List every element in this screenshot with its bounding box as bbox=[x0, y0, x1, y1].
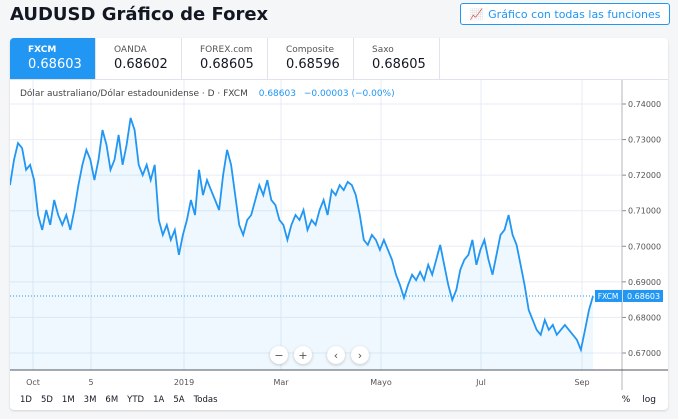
price-line bbox=[10, 117, 594, 353]
tab-value: 0.68605 bbox=[200, 57, 254, 72]
chart-icon: 📈 bbox=[469, 7, 484, 21]
price-change: −0.00003 (−0.00%) bbox=[303, 89, 395, 99]
last-value-label: 0.68603 bbox=[627, 292, 660, 301]
last-value-bg bbox=[623, 289, 663, 302]
tab-value: 0.68603 bbox=[28, 57, 82, 72]
range-todas[interactable]: Todas bbox=[193, 395, 218, 405]
x-tick-label: Mar bbox=[273, 378, 289, 387]
full-chart-label: Gráfico con todas las funciones bbox=[488, 7, 661, 21]
tab-saxo[interactable]: Saxo 0.68605 bbox=[354, 38, 440, 79]
x-tick-label: 2019 bbox=[174, 378, 194, 387]
last-label: FXCM bbox=[598, 292, 619, 301]
scroll-right-button[interactable]: › bbox=[351, 346, 369, 364]
tab-forex-com[interactable]: FOREX.com 0.68605 bbox=[182, 38, 268, 79]
range-1d[interactable]: 1D bbox=[20, 395, 32, 405]
tab-fxcm[interactable]: FXCM 0.68603 bbox=[10, 38, 96, 79]
x-tick-label: Sep bbox=[574, 378, 589, 387]
chart-legend: Dólar australiano/Dólar estadounidense ·… bbox=[20, 89, 395, 99]
log-scale-button[interactable]: log bbox=[642, 395, 656, 405]
zoom-in-button[interactable]: + bbox=[294, 346, 312, 364]
range-selector: 1D 5D 1M 3M 6M YTD 1A 5A Todas bbox=[20, 395, 218, 405]
x-tick-label: 5 bbox=[88, 378, 93, 387]
y-tick-label: 0.71000 bbox=[628, 207, 661, 216]
zoom-out-button[interactable]: − bbox=[270, 346, 288, 364]
y-tick-label: 0.69000 bbox=[628, 278, 661, 287]
range-3m[interactable]: 3M bbox=[83, 395, 97, 405]
price-chart[interactable]: 0.74000 0.73000 0.72000 0.71000 0.70000 0.690… bbox=[10, 80, 668, 390]
x-tick-label: Oct bbox=[26, 378, 40, 387]
tab-name: Saxo bbox=[372, 45, 394, 55]
source-tabs: FXCM 0.68603 OANDA 0.68602 FOREX.com 0.6860… bbox=[10, 38, 668, 80]
scroll-left-button[interactable]: ‹ bbox=[327, 346, 345, 364]
x-tick-label: Jul bbox=[475, 378, 486, 387]
range-1a[interactable]: 1A bbox=[153, 395, 165, 405]
scale-options: % log bbox=[622, 395, 656, 405]
tab-name: OANDA bbox=[114, 45, 147, 55]
tab-composite[interactable]: Composite 0.68596 bbox=[268, 38, 354, 79]
price-area bbox=[10, 117, 593, 371]
last-price: 0.68603 bbox=[258, 89, 296, 99]
tab-oanda[interactable]: OANDA 0.68602 bbox=[96, 38, 182, 79]
tab-value: 0.68596 bbox=[286, 57, 340, 72]
full-chart-button[interactable]: 📈 Gráfico con todas las funciones bbox=[460, 3, 670, 25]
range-1m[interactable]: 1M bbox=[61, 395, 75, 405]
x-tick-label: Mayo bbox=[370, 378, 392, 387]
tab-name: FOREX.com bbox=[200, 45, 253, 55]
y-tick-label: 0.72000 bbox=[628, 171, 661, 180]
tab-name: FXCM bbox=[28, 45, 57, 55]
range-5d[interactable]: 5D bbox=[40, 395, 53, 405]
y-tick-label: 0.73000 bbox=[628, 136, 661, 145]
tab-name: Composite bbox=[286, 45, 335, 55]
y-tick-label: 0.74000 bbox=[628, 100, 661, 109]
y-tick-label: 0.70000 bbox=[628, 242, 661, 251]
range-ytd[interactable]: YTD bbox=[127, 395, 145, 405]
percent-scale-button[interactable]: % bbox=[621, 395, 631, 405]
symbol-description: Dólar australiano/Dólar estadounidense ·… bbox=[20, 89, 248, 99]
range-5a[interactable]: 5A bbox=[173, 395, 185, 405]
y-tick-label: 0.67000 bbox=[628, 349, 661, 358]
y-tick-label: 0.68000 bbox=[628, 313, 661, 322]
page-title: AUDUSD Gráfico de Forex bbox=[10, 4, 269, 25]
tab-value: 0.68602 bbox=[114, 57, 168, 72]
tab-value: 0.68605 bbox=[372, 57, 426, 72]
last-label-bg bbox=[595, 289, 622, 302]
chart-widget: FXCM 0.68603 OANDA 0.68602 FOREX.com 0.6860… bbox=[10, 38, 668, 410]
range-6m[interactable]: 6M bbox=[105, 395, 119, 405]
